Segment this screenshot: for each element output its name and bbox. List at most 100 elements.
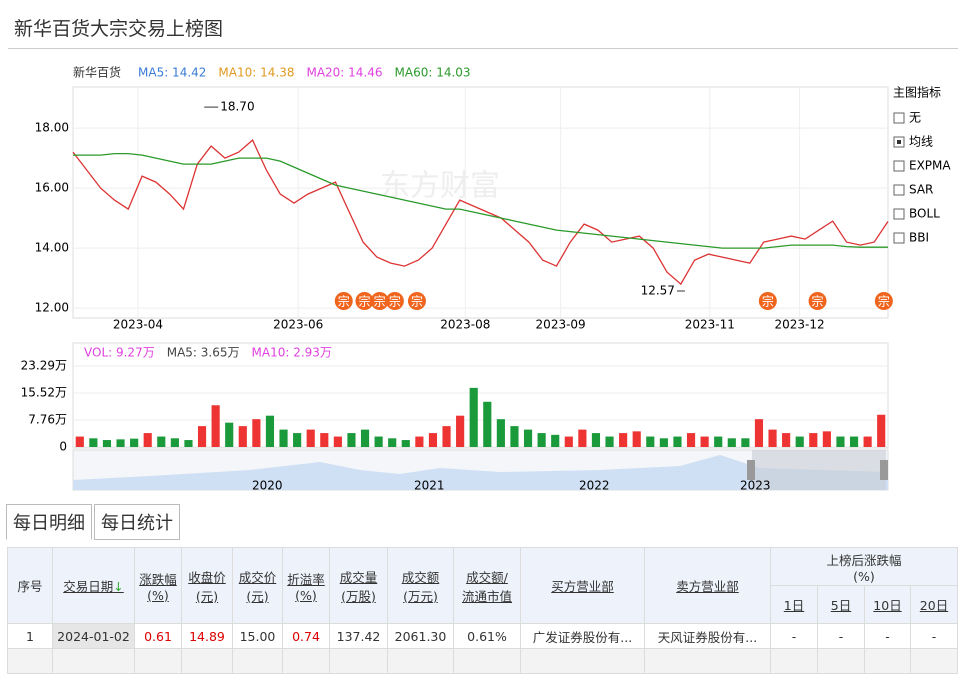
column-header[interactable]: 成交额/ 流通市值 xyxy=(453,547,521,624)
column-header[interactable]: 交易日期↓ xyxy=(52,547,135,624)
volume-bar xyxy=(225,422,234,447)
column-header[interactable]: 涨跌幅 (%) xyxy=(134,547,182,624)
tab[interactable]: 每日明细 xyxy=(6,504,92,540)
y-tick-label: 16.00 xyxy=(35,181,69,195)
cell xyxy=(181,648,233,674)
cell xyxy=(520,648,645,674)
volume-bar xyxy=(646,436,655,447)
marker-label: 宗 xyxy=(812,294,824,309)
volume-bar xyxy=(741,438,750,447)
range-handle[interactable] xyxy=(880,460,888,480)
volume-bar xyxy=(428,433,438,447)
checkbox[interactable] xyxy=(893,184,905,196)
volume-bar xyxy=(102,440,112,447)
sub-header[interactable]: 20日 xyxy=(910,585,958,624)
checkbox[interactable] xyxy=(893,208,905,220)
marker-label: 宗 xyxy=(389,294,401,309)
cell xyxy=(817,648,865,674)
cell: 0.61 xyxy=(134,623,182,649)
navigator-area xyxy=(73,455,888,490)
volume-bar xyxy=(333,436,342,447)
option-label: BOLL xyxy=(909,207,940,221)
volume-bar xyxy=(374,436,383,447)
cell xyxy=(910,648,958,674)
checkbox[interactable] xyxy=(893,232,905,244)
year-label: 2021 xyxy=(414,479,445,493)
column-header[interactable]: 成交价 (元) xyxy=(232,547,283,624)
cell xyxy=(134,648,182,674)
volume-bar xyxy=(265,415,275,447)
option-label: 均线 xyxy=(909,135,933,149)
volume-frame xyxy=(72,342,889,449)
cell[interactable]: 广发证券股份有... xyxy=(520,623,645,649)
y-tick-label: 0 xyxy=(59,440,67,454)
block-trade-marker xyxy=(407,292,426,310)
marker-label: 宗 xyxy=(411,294,423,309)
column-header[interactable]: 收盘价 (元) xyxy=(181,547,233,624)
volume-bar xyxy=(89,438,98,447)
volume-bar xyxy=(360,429,370,447)
column-header[interactable]: 买方营业部 xyxy=(520,547,645,624)
sub-header[interactable]: 1日 xyxy=(770,585,818,624)
watermark: 东方财富 xyxy=(380,169,500,204)
volume-bar xyxy=(564,436,573,447)
column-header[interactable]: 成交额 (万元) xyxy=(387,547,454,624)
y-tick-label: 18.00 xyxy=(35,121,69,135)
data-table: 序号 交易日期↓ 涨跌幅 (%) 收盘价 (元) 成交价 (元) 折溢率 (%) 成交量 (… xyxy=(7,547,958,674)
x-tick-label: 2023-04 xyxy=(113,318,163,332)
tab[interactable]: 每日统计 xyxy=(94,504,180,540)
option-label: SAR xyxy=(909,183,933,197)
header-row: 序号 交易日期↓ 涨跌幅 (%) 收盘价 (元) 成交价 (元) 折溢率 (%) 成交量 (… xyxy=(7,547,958,624)
volume-bar xyxy=(795,436,804,447)
volume-bar xyxy=(306,429,315,447)
volume-bar xyxy=(211,405,220,447)
volume-bar xyxy=(727,438,736,447)
volume-bar xyxy=(293,433,302,447)
navigator-range[interactable] xyxy=(752,450,886,490)
volume-bar xyxy=(469,387,478,447)
column-header[interactable]: 成交量 (万股) xyxy=(329,547,388,624)
annotation: 18.70 xyxy=(220,100,254,114)
legend-item: MA60: 14.03 xyxy=(395,66,471,80)
volume-bar xyxy=(605,436,614,447)
sub-header[interactable]: 5日 xyxy=(817,585,865,624)
checkbox[interactable] xyxy=(893,112,905,124)
column-header: 序号 xyxy=(7,547,53,624)
volume-bar xyxy=(714,436,723,447)
y-tick-label: 14.00 xyxy=(35,241,69,255)
sub-header[interactable]: 10日 xyxy=(864,585,911,624)
year-label: 2022 xyxy=(579,479,610,493)
cell xyxy=(387,648,454,674)
column-header[interactable]: 卖方营业部 xyxy=(644,547,771,624)
cell xyxy=(52,648,135,674)
volume-bar xyxy=(754,419,764,447)
volume-bar xyxy=(442,426,451,447)
y-tick-label: 7.76万 xyxy=(28,413,67,427)
panel-title: 主图指标 xyxy=(893,85,941,100)
volume-bar xyxy=(184,440,193,447)
column-header[interactable]: 折溢率 (%) xyxy=(282,547,330,624)
volume-bar xyxy=(415,436,424,447)
block-trade-marker xyxy=(334,292,353,310)
year-label: 2023 xyxy=(740,479,771,493)
cell[interactable]: 天风证券股份有... xyxy=(644,623,771,649)
volume-bar xyxy=(863,436,872,447)
x-tick-label: 2023-11 xyxy=(685,318,735,332)
cell xyxy=(770,648,818,674)
range-handle[interactable] xyxy=(747,460,755,480)
price-line xyxy=(72,139,889,286)
volume-bar xyxy=(347,433,356,447)
volume-bar xyxy=(401,440,410,447)
volume-bar xyxy=(591,433,601,447)
volume-bar xyxy=(768,429,777,447)
checkbox[interactable] xyxy=(893,160,905,172)
cell: 0.74 xyxy=(282,623,330,649)
cell: 137.42 xyxy=(329,623,388,649)
volume-bar xyxy=(537,433,546,447)
volume-bar xyxy=(130,438,139,447)
column-header: 上榜后涨跌幅 (%) xyxy=(770,547,958,586)
block-trade-marker xyxy=(355,292,374,310)
volume-bar xyxy=(388,438,397,447)
cell xyxy=(282,648,330,674)
